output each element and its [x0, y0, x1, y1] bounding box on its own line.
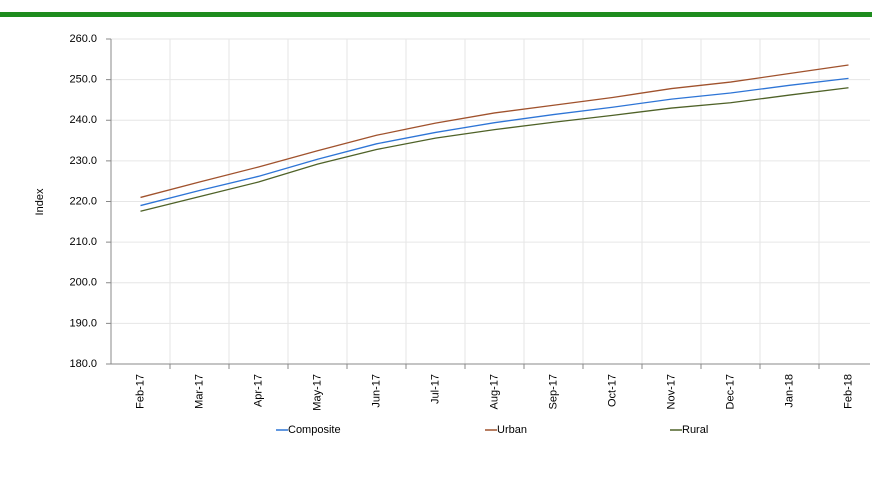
y-tick-label: 240.0	[69, 114, 97, 126]
x-tick-label: Sep-17	[547, 374, 559, 409]
y-axis-label: Index	[34, 188, 46, 215]
y-tick-label: 230.0	[69, 155, 97, 167]
legend-label: Urban	[497, 424, 527, 436]
header-bar	[0, 12, 872, 17]
x-tick-label: Jan-18	[783, 374, 795, 408]
x-tick-label: Apr-17	[252, 374, 264, 407]
y-tick-label: 260.0	[69, 33, 97, 45]
x-tick-label: Nov-17	[665, 374, 677, 409]
x-tick-label: Mar-17	[193, 374, 205, 409]
series-line	[140, 77, 849, 207]
y-tick-label: 220.0	[69, 195, 97, 207]
x-tick-label: Feb-17	[134, 374, 146, 409]
x-tick-label: Oct-17	[606, 374, 618, 407]
x-tick-label: May-17	[311, 374, 323, 411]
x-tick-label: Dec-17	[724, 374, 736, 409]
y-tick-label: 190.0	[69, 317, 97, 329]
y-tick-label: 180.0	[69, 358, 97, 370]
series-line	[140, 64, 849, 199]
x-tick-label: Feb-18	[842, 374, 854, 409]
x-tick-label: Aug-17	[488, 374, 500, 409]
legend-label: Composite	[288, 424, 341, 436]
x-tick-label: Jun-17	[370, 374, 382, 408]
legend-label: Rural	[682, 424, 708, 436]
y-tick-label: 200.0	[69, 277, 97, 289]
y-tick-label: 250.0	[69, 74, 97, 86]
y-tick-label: 210.0	[69, 236, 97, 248]
series-line	[140, 87, 849, 212]
x-tick-label: Jul-17	[429, 374, 441, 404]
